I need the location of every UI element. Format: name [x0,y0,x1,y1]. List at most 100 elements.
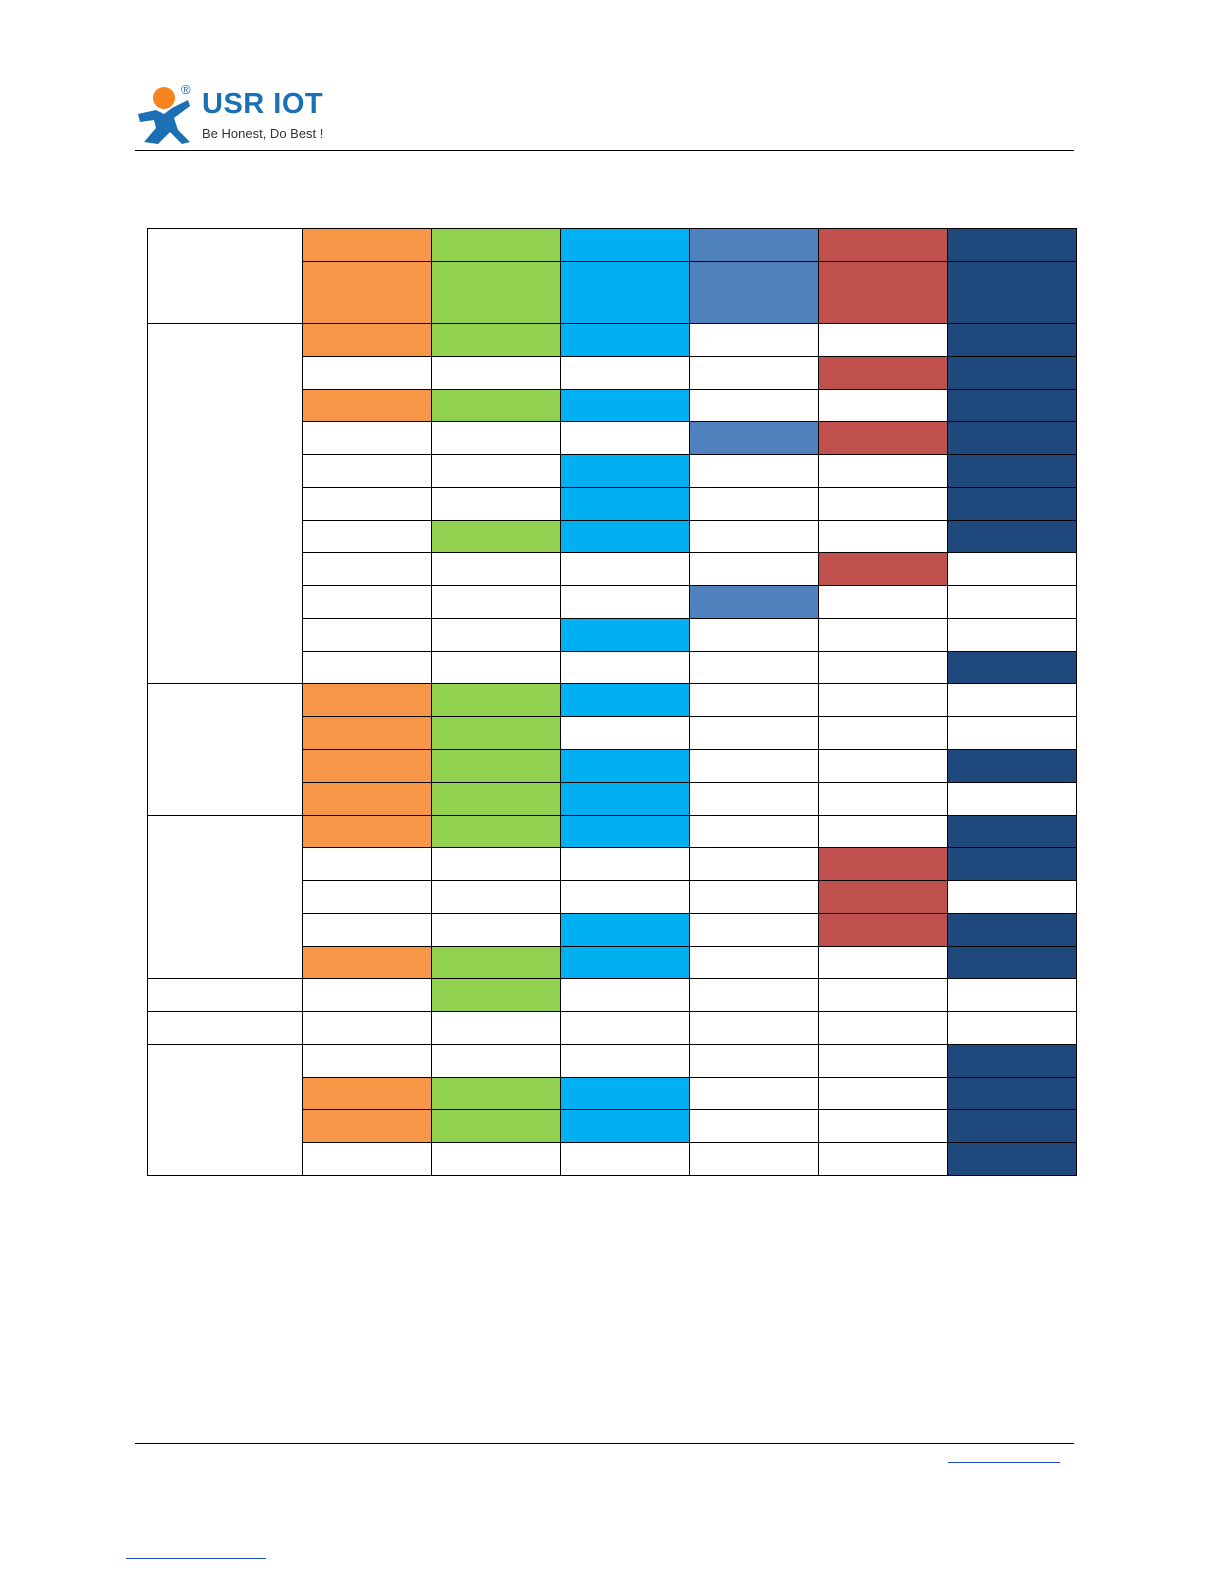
table-cell [431,913,561,947]
table-cell [947,683,1077,717]
table-cell [947,520,1077,553]
table-cell [818,389,948,422]
table-cell [689,323,819,357]
table-cell [818,1077,948,1110]
table-cell [302,618,432,652]
table-cell [689,454,819,488]
table-cell [947,749,1077,783]
table-cell [689,683,819,717]
table-cell [431,323,561,357]
table-cell [689,552,819,586]
table-cell [560,716,690,750]
table-cell [818,815,948,848]
table-cell [947,913,1077,947]
table-cell [689,1077,819,1110]
table-cell [818,651,948,684]
table-cell [147,815,303,979]
table-cell [302,1011,432,1045]
table-cell [431,1142,561,1176]
table-cell [560,1011,690,1045]
table-cell [818,1142,948,1176]
header-rule [135,150,1074,151]
table-cell [431,487,561,521]
table-cell [818,323,948,357]
table-cell [947,978,1077,1012]
table-cell [818,1109,948,1143]
table-cell [818,749,948,783]
table-cell [302,913,432,947]
table-cell [947,815,1077,848]
table-cell [302,520,432,553]
table-cell [302,716,432,750]
table-cell [947,1044,1077,1078]
table-cell [689,261,819,324]
table-cell [560,261,690,324]
slogan: Be Honest, Do Best ! [202,126,324,141]
table-cell [431,683,561,717]
table-cell [689,913,819,947]
table-cell [147,1011,303,1045]
table-cell [947,946,1077,979]
table-cell [689,389,819,422]
table-cell [947,880,1077,914]
table-cell [689,421,819,455]
table-cell [431,520,561,553]
table-cell [689,356,819,390]
table-cell [947,261,1077,324]
table-cell [689,1109,819,1143]
table-cell [560,421,690,455]
table-cell [689,782,819,816]
table-cell [689,716,819,750]
table-cell [302,487,432,521]
table-cell [302,978,432,1012]
table-cell [431,749,561,783]
table-cell [947,1109,1077,1143]
table-cell [818,716,948,750]
table-cell [689,1044,819,1078]
table-cell [147,683,303,816]
table-cell [302,847,432,881]
table-cell [818,585,948,619]
footer-link-underline [948,1462,1060,1463]
table-cell [431,552,561,586]
table-cell [689,487,819,521]
table-cell [302,421,432,455]
table-cell [689,749,819,783]
table-cell [302,651,432,684]
table-cell [560,782,690,816]
table-cell [560,880,690,914]
table-cell [560,552,690,586]
table-cell [947,421,1077,455]
table-cell [818,356,948,390]
table-cell [818,847,948,881]
table-cell [302,552,432,586]
table-cell [302,389,432,422]
table-cell [431,847,561,881]
table-cell [689,880,819,914]
table-cell [302,585,432,619]
table-cell [147,228,303,324]
logo-icon [138,87,190,144]
footer-link-underline [126,1558,266,1559]
table-cell [689,651,819,684]
table-cell [302,1142,432,1176]
table-cell [560,978,690,1012]
table-cell [818,683,948,717]
table-cell [560,683,690,717]
table-cell [302,228,432,262]
table-cell [947,228,1077,262]
table-cell [947,389,1077,422]
table-cell [560,228,690,262]
table-cell [431,421,561,455]
table-cell [560,651,690,684]
table-cell [818,913,948,947]
table-cell [302,815,432,848]
table-cell [560,520,690,553]
table-cell [302,946,432,979]
table-cell [431,815,561,848]
table-cell [302,683,432,717]
table-cell [560,749,690,783]
table-cell [689,847,819,881]
table-cell [689,1142,819,1176]
